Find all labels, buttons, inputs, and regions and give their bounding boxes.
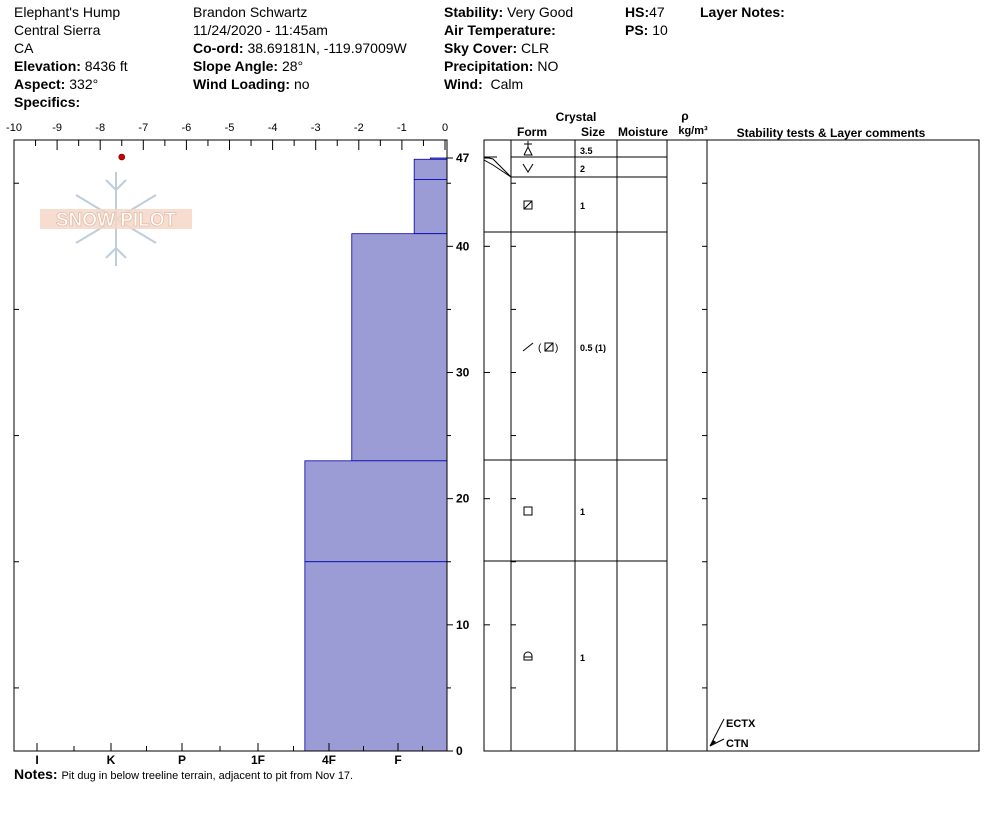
hardness-bar — [304, 561, 448, 752]
temperature-tick-label: -3 — [311, 122, 321, 134]
temperature-tick-label: -6 — [182, 122, 192, 134]
elevation-row: Elevation: 8436 ft — [14, 58, 128, 74]
height-tick-label: 0 — [456, 744, 463, 758]
table-frame — [483, 139, 980, 752]
hardness-bars — [304, 157, 448, 752]
layer-size: 0.5 (1) — [580, 343, 606, 353]
temperature-tick-label: -9 — [52, 122, 62, 134]
height-tick-label: 20 — [456, 492, 470, 506]
grain-form-decomposing-rounding-faceted-icon: () — [522, 342, 558, 354]
rho-header: ρ — [681, 109, 688, 123]
observation-datetime: 11/24/2020 - 11:45am — [193, 22, 328, 38]
temperature-tick-label: -2 — [354, 122, 364, 134]
grain-form-rounding-faceted-icon — [523, 200, 533, 210]
temperature-tick-label: -10 — [6, 122, 22, 134]
specifics-row: Specifics: — [14, 94, 81, 110]
crystal-header: Crystal — [556, 110, 597, 124]
svg-text:(: ( — [538, 343, 542, 354]
sky-row: Sky Cover: CLR — [444, 40, 550, 56]
depth-block: HS:47 PS: 10 — [625, 3, 668, 39]
stability-test-leader — [709, 738, 725, 747]
stability-test-label: CTN — [726, 738, 749, 750]
slope-row: Slope Angle: 28° — [193, 58, 304, 74]
grain-form-depth-hoar-icon — [522, 163, 534, 173]
location-block: Elephant's Hump Central Sierra CA Elevat… — [14, 3, 128, 111]
wind-row: Wind: Calm — [444, 76, 524, 92]
density-unit-header: kg/m³ — [678, 125, 708, 137]
stability-row: Stability: Very Good — [444, 4, 574, 20]
temperature-tick-label: -4 — [268, 122, 278, 134]
hs-row: HS:47 — [625, 4, 665, 20]
layer-size: 1 — [580, 507, 585, 517]
logo-text: SNOW PILOT — [56, 210, 177, 231]
hardness-tick-label: 4F — [322, 753, 336, 767]
notes-label: Notes: — [14, 766, 58, 782]
layer-notes-label: Layer Notes: — [700, 4, 785, 20]
temperature-point — [118, 153, 126, 161]
layer-notes-block: Layer Notes: — [700, 3, 785, 21]
hardness-tick-label: K — [107, 753, 116, 767]
temperature-axis: -10 -9 -8 -7 -6 -5 -4 -3 -2 -1 0 — [6, 122, 448, 150]
aspect-row: Aspect: 332° — [14, 76, 99, 92]
layer-size: 1 — [580, 201, 585, 211]
hardness-graph-frame — [13, 139, 448, 752]
temperature-tick-label: 0 — [442, 122, 448, 134]
observer-block: Brandon Schwartz 11/24/2020 - 11:45am Co… — [193, 3, 407, 93]
wind-loading-row: Wind Loading: no — [193, 76, 310, 92]
ps-row: PS: 10 — [625, 22, 668, 38]
height-axis: 0 10 20 30 40 47 — [14, 151, 470, 758]
snowpilot-logo: SNOW PILOT — [40, 172, 192, 266]
hardness-tick-label: P — [178, 753, 186, 767]
temperature-tick-label: -5 — [225, 122, 235, 134]
layer-connector — [483, 159, 512, 178]
hardness-bar — [351, 233, 448, 462]
temperature-tick-label: -8 — [95, 122, 105, 134]
moisture-header: Moisture — [618, 125, 668, 139]
notes-text: Pit dug in below treeline terrain, adjac… — [61, 770, 354, 782]
form-header: Form — [517, 125, 547, 139]
hardness-axis: I K P 1F 4F F — [35, 743, 423, 767]
height-tick-label: 47 — [456, 151, 470, 165]
grain-form-surface-hoar-icon — [523, 141, 533, 156]
hardness-tick-label: 1F — [251, 753, 265, 767]
layer-size: 1 — [580, 653, 585, 663]
grain-form-faceted-icon — [523, 506, 533, 516]
layer-size: 3.5 — [580, 146, 593, 156]
table-height-ticks — [484, 157, 707, 752]
stability-header: Stability tests & Layer comments — [737, 126, 926, 140]
stability-test-arrow-icon — [710, 740, 716, 746]
hardness-bar — [304, 460, 448, 563]
height-tick-label: 40 — [456, 239, 470, 253]
size-header: Size — [581, 125, 605, 139]
observer-name: Brandon Schwartz — [193, 4, 308, 20]
air-temp-row: Air Temperature: — [444, 22, 556, 38]
layer-size: 2 — [580, 164, 585, 174]
layer-table: Crystal Form Size Moisture ρ kg/m³ Stabi… — [483, 109, 980, 752]
notes-row: Notes: Pit dug in below treeline terrain… — [14, 766, 353, 782]
conditions-block: Stability: Very Good Air Temperature: Sk… — [444, 3, 573, 93]
hardness-bar — [413, 179, 448, 235]
state-name: CA — [14, 40, 34, 56]
precip-row: Precipitation: NO — [444, 58, 559, 74]
grain-form-melt-freeze-icon — [523, 651, 533, 661]
coord-row: Co-ord: 38.69181N, -119.97009W — [193, 40, 407, 56]
hardness-bar — [413, 158, 448, 180]
hardness-tick-label: F — [394, 753, 401, 767]
height-tick-label: 30 — [456, 365, 470, 379]
table-rows: 3.5 2 1 0.5 (1) () 1 1 — [483, 141, 667, 663]
stability-test-label: ECTX — [726, 718, 756, 730]
svg-text:): ) — [555, 343, 558, 354]
height-tick-label: 10 — [456, 618, 470, 632]
stability-tests: ECTX CTN — [709, 718, 756, 750]
range-name: Central Sierra — [14, 22, 101, 38]
temperature-tick-label: -1 — [397, 122, 407, 134]
temperature-tick-label: -7 — [138, 122, 148, 134]
temperature-points — [118, 153, 126, 161]
location-name: Elephant's Hump — [14, 4, 121, 20]
hardness-tick-label: I — [35, 753, 38, 767]
